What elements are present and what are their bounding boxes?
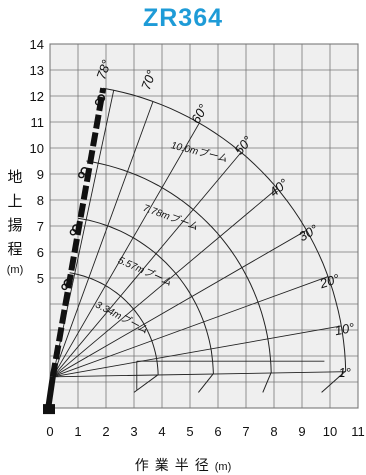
y-tick-label: 7 xyxy=(37,219,44,234)
hook-icon xyxy=(78,171,85,179)
x-tick-label: 10 xyxy=(323,424,337,439)
angle-line xyxy=(52,101,154,377)
y-tick-label: 9 xyxy=(37,167,44,182)
hook-icon xyxy=(61,283,68,291)
x-axis-label-text: 作業半径 xyxy=(134,457,215,473)
y-axis-label-char: 揚 xyxy=(7,217,23,234)
working-range-curve xyxy=(69,272,159,393)
angle-line xyxy=(52,229,307,378)
angle-line xyxy=(52,122,200,378)
crane-boom xyxy=(49,87,107,378)
x-tick-label: 5 xyxy=(186,424,193,439)
x-tick-label: 1 xyxy=(74,424,81,439)
angle-line xyxy=(52,325,342,378)
x-tick-label: 11 xyxy=(351,424,365,439)
y-axis-label-char: 上 xyxy=(7,193,23,210)
x-tick-label: 7 xyxy=(242,424,249,439)
y-axis-unit: (m) xyxy=(6,264,24,276)
x-tick-label: 8 xyxy=(270,424,277,439)
angle-label: 70° xyxy=(138,68,159,92)
chart-title: ZR364 xyxy=(142,4,224,32)
y-tick-label: 10 xyxy=(30,141,44,156)
angle-line xyxy=(52,276,329,378)
x-tick-label: 0 xyxy=(46,424,53,439)
x-tick-label: 3 xyxy=(130,424,137,439)
y-tick-label: 12 xyxy=(30,89,44,104)
x-axis-unit: (m) xyxy=(214,461,232,473)
y-axis-label-char: 程 xyxy=(7,241,23,258)
x-axis-label: 作業半径(m) xyxy=(0,455,366,475)
angle-label: 10° xyxy=(334,320,356,338)
angle-line xyxy=(52,188,278,378)
y-axis-label: 地 上 揚 程 (m) xyxy=(4,166,26,276)
crane-column xyxy=(45,376,56,406)
y-tick-label: 8 xyxy=(37,193,44,208)
hook-icon xyxy=(94,98,102,106)
y-tick-label: 11 xyxy=(31,115,45,130)
x-tick-label: 2 xyxy=(102,424,109,439)
y-tick-label: 13 xyxy=(30,63,44,78)
angle-line xyxy=(52,152,242,378)
angle-label: 1° xyxy=(338,365,350,380)
angle-label: 78° xyxy=(93,58,114,82)
y-tick-label: 5 xyxy=(37,271,44,286)
x-tick-label: 4 xyxy=(158,424,165,439)
hook-icon xyxy=(69,228,77,236)
x-tick-label: 6 xyxy=(214,424,221,439)
working-range-curve xyxy=(103,87,347,393)
x-tick-label: 9 xyxy=(298,424,305,439)
angle-line xyxy=(52,371,346,378)
y-tick-label: 14 xyxy=(30,37,44,52)
working-range-curve xyxy=(77,217,214,393)
y-axis-label-char: 地 xyxy=(7,169,23,186)
angle-label: 20° xyxy=(317,271,341,292)
crane-base xyxy=(43,404,55,415)
working-range-curve xyxy=(86,160,272,393)
y-tick-label: 6 xyxy=(37,245,44,260)
